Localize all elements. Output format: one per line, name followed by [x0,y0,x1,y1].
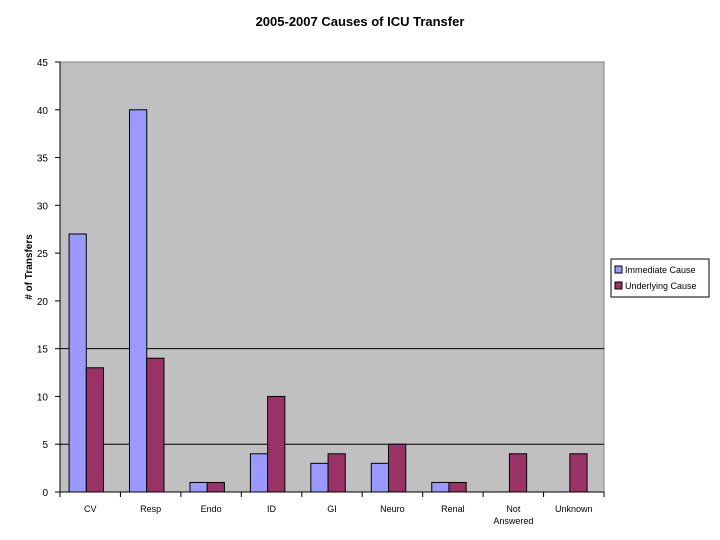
y-tick-label: 0 [42,488,48,499]
x-tick-label: GI [327,504,337,514]
x-axis: CV Resp Endo ID GI Neuro Renal Not Answered Unkno… [59,491,605,526]
y-tick-label: 40 [37,106,49,117]
bar [146,357,165,493]
x-tick-label: ID [267,504,277,514]
x-tick-label: Not Answered [493,504,533,526]
legend-swatch [614,265,623,274]
chart-title: 2005-2007 Causes of ICU Transfer [255,14,465,29]
x-tick-label: Unknown [555,504,593,514]
legend-label: Immediate Cause [625,265,696,275]
x-tick-label: Renal [441,504,465,514]
y-axis: 0 5 10 15 20 25 30 35 40 45 [37,58,61,499]
bar [370,462,390,493]
y-tick-label: 10 [37,392,49,403]
legend-swatch [614,281,623,290]
y-tick-label: 30 [37,201,49,212]
legend-box [610,258,710,298]
bar [508,453,528,493]
y-tick-label: 20 [37,297,49,308]
bar [327,453,346,493]
bar [189,481,208,493]
bar [249,453,269,493]
y-tick-label: 45 [37,58,49,69]
x-tick-label: CV [84,504,97,514]
y-tick-label: 35 [37,154,49,165]
bar [206,481,225,493]
bars [68,109,588,493]
bar [448,481,467,493]
legend-label: Underlying Cause [625,281,697,291]
x-tick-label: Resp [140,504,161,514]
bar [68,233,87,493]
bar [569,453,588,493]
legend: Immediate Cause Underlying Cause [610,258,710,298]
y-axis-label: # of Transfers [24,234,35,300]
bar [267,395,286,493]
y-tick-label: 25 [37,249,49,260]
bar [129,109,148,493]
bar [388,443,407,493]
bar [85,367,105,493]
bar [310,462,329,493]
y-tick-label: 5 [42,440,48,451]
x-tick-label: Endo [201,504,222,514]
x-tick-label: Neuro [380,504,405,514]
y-tick-label: 15 [37,345,49,356]
bar [431,481,450,493]
